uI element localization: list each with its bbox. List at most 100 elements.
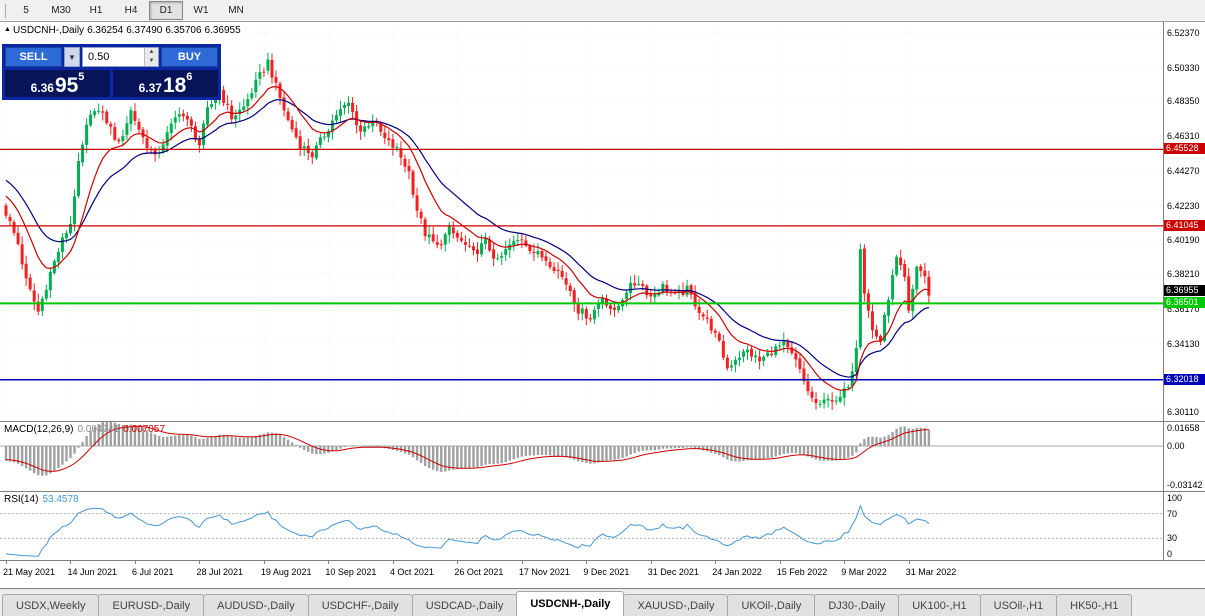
rsi-scale[interactable]: 100 70 30 0: [1163, 492, 1205, 560]
sell-price-pipette: 5: [78, 71, 85, 83]
price-tick: 6.38210: [1167, 269, 1200, 280]
time-tick-mark: [844, 561, 846, 564]
macd-chart[interactable]: [0, 422, 1163, 491]
date-label: 9 Dec 2021: [583, 567, 630, 577]
date-label: 9 Mar 2022: [841, 567, 887, 577]
time-tick-mark: [263, 561, 265, 564]
date-label: 6 Jul 2021: [131, 567, 174, 577]
price-line-label: 6.32018: [1164, 373, 1205, 385]
chart-tab-usdcnh-daily[interactable]: USDCNH-,Daily: [516, 591, 625, 616]
rsi-chart[interactable]: [0, 492, 1163, 560]
time-tick-mark: [521, 561, 523, 564]
buy-price-pips: 18: [162, 74, 187, 97]
time-tick-mark: [134, 561, 136, 564]
chart-symbol-label: USDCNH-,Daily: [12, 25, 85, 36]
timeframe-button-m30[interactable]: M30: [51, 5, 71, 16]
chart-tab-usdcad-daily[interactable]: USDCAD-,Daily: [411, 594, 518, 616]
date-label: 4 Oct 2021: [389, 567, 434, 577]
volume-decrease-button[interactable]: ▼: [148, 58, 155, 64]
macd-scale[interactable]: 0.01658 0.00 -0.03142: [1163, 422, 1205, 491]
time-tick-mark: [70, 561, 72, 564]
timeframe-button-h1[interactable]: H1: [89, 5, 103, 16]
rsi-label: RSI(14): [4, 494, 39, 505]
macd-main-value: 0.004741: [77, 424, 120, 435]
time-tick-mark: [908, 561, 910, 564]
sell-price-display[interactable]: 6.36 95 5: [5, 70, 110, 97]
chart-tab-xauusd-daily[interactable]: XAUUSD-,Daily: [623, 594, 729, 616]
timeframe-button-mn[interactable]: MN: [228, 5, 244, 16]
ohlc-close: 6.36955: [204, 25, 241, 36]
date-label: 26 Oct 2021: [454, 567, 504, 577]
chart-tab-ukoil-daily[interactable]: UKOil-,Daily: [727, 594, 816, 616]
price-scale[interactable]: 6.52370 6.50330 6.48350 6.46310 6.44270 6.422…: [1163, 22, 1205, 421]
chart-tab-audusd-daily[interactable]: AUDUSD-,Daily: [203, 594, 309, 616]
rsi-tick: 100: [1167, 493, 1183, 503]
sell-price-pips: 95: [54, 74, 79, 97]
volume-stepper: ▲ ▼: [144, 48, 158, 66]
time-tick-mark: [586, 561, 588, 564]
time-axis[interactable]: 21 May 2021 14 Jun 2021 6 Jul 2021 28 Jul 2…: [0, 561, 1205, 589]
time-tick-mark: [199, 561, 201, 564]
timeframe-button-d1[interactable]: D1: [149, 1, 183, 20]
date-label: 19 Aug 2021: [260, 567, 312, 577]
price-tick: 6.48350: [1167, 96, 1200, 107]
price-tick: 6.44270: [1167, 165, 1200, 176]
price-tick: 6.36170: [1167, 303, 1200, 314]
price-line-label: 6.45528: [1164, 143, 1205, 155]
volume-input[interactable]: [83, 48, 144, 66]
price-tick: 6.40190: [1167, 235, 1200, 246]
volume-increase-button[interactable]: ▲: [148, 49, 155, 55]
chart-tab-hk50-h1[interactable]: HK50-,H1: [1056, 594, 1133, 616]
chart-tabs-bar: USDX,Weekly EURUSD-,Daily AUDUSD-,Daily USD…: [0, 589, 1205, 616]
rsi-tick: 30: [1167, 533, 1178, 544]
main-chart-panel: ▲ USDCNH-,Daily 6.36254 6.37490 6.35706 6.369…: [0, 22, 1205, 422]
price-tick: 6.50330: [1167, 62, 1200, 73]
time-tick-mark: [392, 561, 394, 564]
chart-tab-eurusd-daily[interactable]: EURUSD-,Daily: [98, 594, 205, 616]
time-tick-mark: [650, 561, 652, 564]
ohlc-open: 6.36254: [87, 25, 124, 36]
macd-signal-value: 0.007057: [123, 424, 165, 435]
macd-title: MACD(12,26,9) 0.004741 0.007057: [4, 424, 165, 435]
toolbar-grip[interactable]: [1, 3, 6, 18]
buy-button[interactable]: BUY: [161, 47, 218, 67]
candlestick-chart-area[interactable]: ▲ USDCNH-,Daily 6.36254 6.37490 6.35706 6.369…: [0, 22, 1163, 421]
timeframe-button-h4[interactable]: H4: [124, 5, 138, 16]
chart-title: ▲ USDCNH-,Daily 6.36254 6.37490 6.35706 6.369…: [4, 25, 244, 36]
macd-label: MACD(12,26,9): [4, 424, 74, 435]
timeframe-button-w1[interactable]: W1: [193, 5, 209, 16]
chart-expand-icon[interactable]: ▲: [4, 26, 11, 33]
rsi-chart-area[interactable]: RSI(14) 53.4578: [0, 492, 1163, 560]
sell-button[interactable]: SELL: [5, 47, 62, 67]
ohlc-low: 6.35706: [165, 25, 202, 36]
time-tick-mark: [6, 561, 7, 564]
current-price-label: 6.36955: [1164, 284, 1205, 296]
buy-price-display[interactable]: 6.37 18 6: [113, 70, 218, 97]
sell-price-major: 6.36: [30, 81, 54, 95]
candlestick-chart[interactable]: [0, 22, 1163, 421]
chart-tab-dj30-daily[interactable]: DJ30-,Daily: [814, 594, 900, 616]
date-label: 21 May 2021: [3, 567, 56, 577]
volume-field: ▲ ▼: [82, 47, 159, 67]
rsi-value: 53.4578: [42, 494, 79, 505]
chart-tab-uk100-h1[interactable]: UK100-,H1: [898, 594, 981, 616]
chart-tab-usoil-h1[interactable]: USOil-,H1: [979, 594, 1058, 616]
macd-indicator-panel: MACD(12,26,9) 0.004741 0.007057 0.01658 0.0…: [0, 422, 1205, 492]
timeframe-button-5[interactable]: 5: [23, 5, 29, 16]
chart-tab-usdchf-daily[interactable]: USDCHF-,Daily: [307, 594, 413, 616]
buy-price-pipette: 6: [186, 71, 193, 83]
date-label: 15 Feb 2022: [776, 567, 828, 577]
rsi-tick: 70: [1167, 508, 1178, 519]
rsi-indicator-panel: RSI(14) 53.4578 100 70 30 0: [0, 492, 1205, 561]
macd-chart-area[interactable]: MACD(12,26,9) 0.004741 0.007057: [0, 422, 1163, 491]
volume-dropdown-button[interactable]: ▼: [64, 47, 80, 67]
chart-tab-usdx-weekly[interactable]: USDX,Weekly: [2, 594, 100, 616]
time-tick-mark: [715, 561, 717, 564]
price-tick: 6.30110: [1167, 407, 1199, 418]
rsi-title: RSI(14) 53.4578: [4, 494, 79, 505]
price-tick: 6.46310: [1167, 131, 1200, 142]
one-click-trading-panel: SELL ▼ ▲ ▼ BUY 6.36: [2, 44, 221, 100]
date-label: 17 Nov 2021: [518, 567, 570, 577]
price-tick: 6.42230: [1167, 200, 1200, 211]
